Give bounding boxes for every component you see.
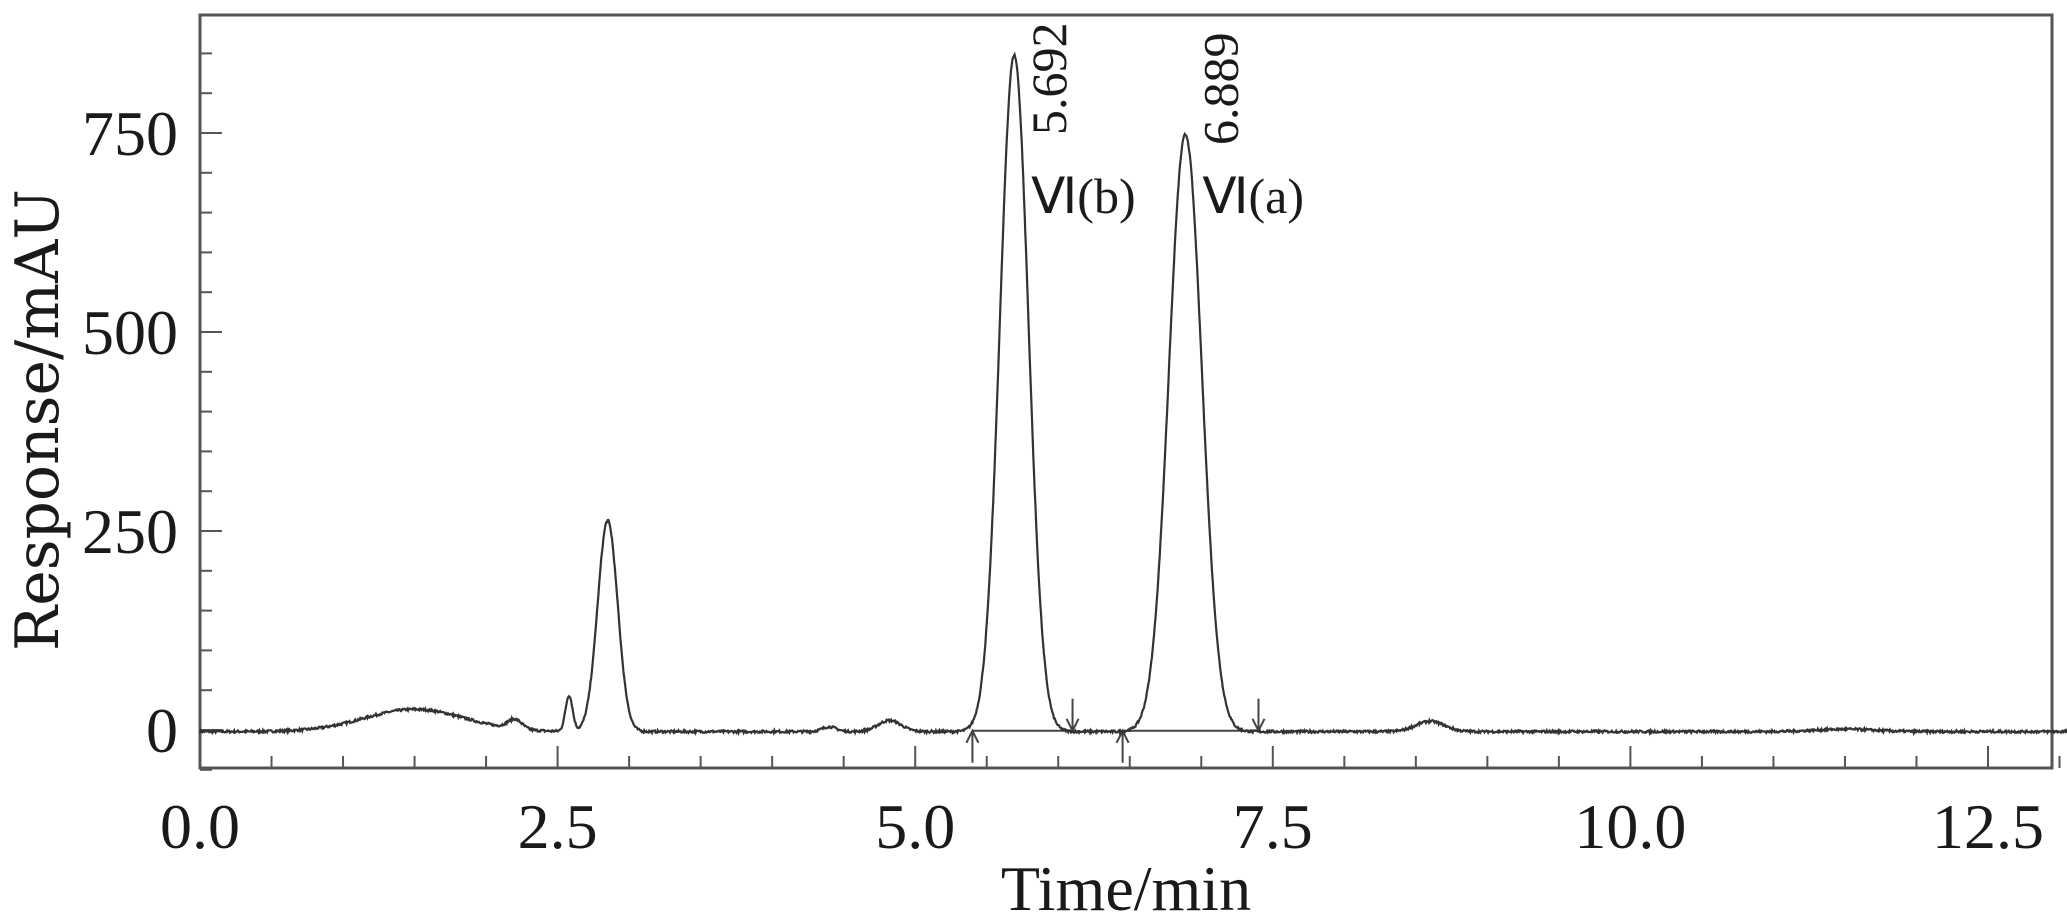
x-tick-label: 12.5 bbox=[1932, 791, 2044, 862]
y-tick-label: 750 bbox=[82, 98, 178, 169]
peak-start-arrow bbox=[1115, 728, 1130, 763]
x-tick-label: 2.5 bbox=[518, 791, 598, 862]
x-tick-label: 0.0 bbox=[160, 791, 240, 862]
y-tick-label: 0 bbox=[146, 695, 178, 766]
x-tick-label: 5.0 bbox=[875, 791, 955, 862]
x-tick-label: 7.5 bbox=[1233, 791, 1313, 862]
peak-end-arrow bbox=[1065, 698, 1080, 734]
chromatogram-trace bbox=[198, 51, 2067, 737]
retention-time-label: 5.692 bbox=[1021, 23, 1077, 136]
x-tick-label: 10.0 bbox=[1574, 791, 1686, 862]
y-tick-label: 500 bbox=[82, 297, 178, 368]
plot-frame bbox=[198, 13, 2054, 770]
x-axis-title: Time/min bbox=[1001, 853, 1251, 921]
peak-start-arrow bbox=[965, 728, 980, 763]
peak-label: Ⅵ(a) bbox=[1202, 168, 1304, 224]
peak-label: Ⅵ(b) bbox=[1031, 168, 1135, 224]
retention-time-label: 6.889 bbox=[1192, 33, 1248, 146]
peak-end-arrow bbox=[1251, 698, 1266, 734]
y-axis-title: Response/mAU bbox=[3, 189, 73, 651]
y-tick-label: 250 bbox=[82, 496, 178, 567]
